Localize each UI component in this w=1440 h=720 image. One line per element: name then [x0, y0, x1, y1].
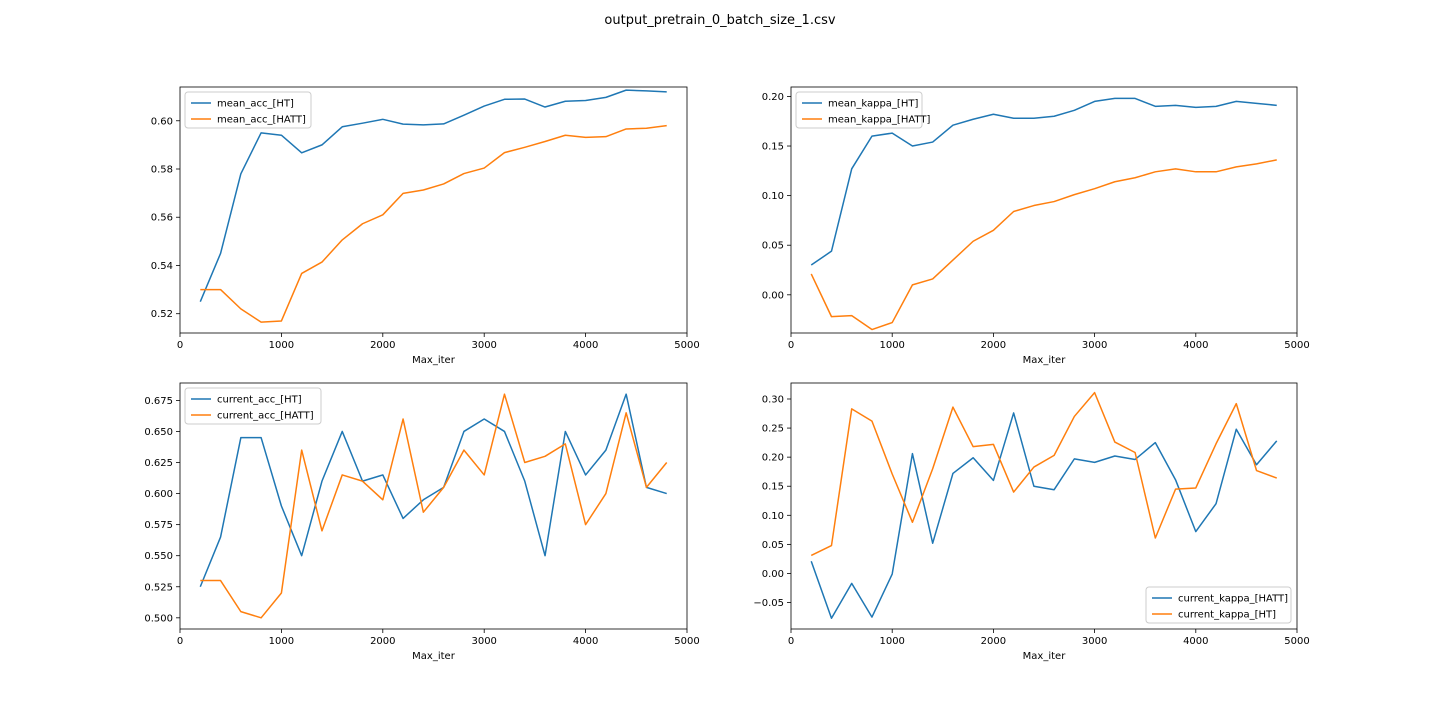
- plot-frame: [790, 382, 1298, 630]
- x-tick-label: 5000: [674, 340, 699, 351]
- series-line-2: [810, 391, 1278, 557]
- x-tick-label: 3000: [1082, 340, 1107, 351]
- legend-label: mean_acc_[HT]: [217, 99, 294, 110]
- x-tick-label: 5000: [674, 636, 699, 647]
- x-tick-label: 3000: [471, 636, 496, 647]
- x-axis-label: Max_iter: [1023, 651, 1067, 662]
- legend: mean_acc_[HT] mean_acc_[HATT]: [184, 91, 312, 129]
- x-tick-label: 1000: [269, 340, 294, 351]
- x-tick-label: 0: [177, 636, 183, 647]
- legend: current_kappa_[HATT] current_kappa_[HT]: [1145, 586, 1292, 624]
- series-line-1: [810, 97, 1277, 266]
- subplot-2: 0 1000 2000 3000 4000 5000 0.00 0.05 0.10 0.15 0.2…: [762, 86, 1310, 366]
- y-tick-label: 0.58: [151, 165, 173, 176]
- x-axis-label: Max_iter: [412, 651, 456, 662]
- series-line-1: [199, 89, 667, 302]
- x-tick-label: 0: [788, 636, 794, 647]
- y-tick-label: 0.20: [762, 92, 784, 103]
- legend-label: mean_acc_[HATT]: [217, 115, 306, 126]
- x-tick-label: 5000: [1284, 636, 1309, 647]
- plot-frame: [790, 86, 1298, 334]
- legend-label: mean_kappa_[HATT]: [828, 115, 930, 126]
- y-tick-label: 0.30: [762, 394, 784, 405]
- legend: mean_kappa_[HT] mean_kappa_[HATT]: [795, 91, 930, 129]
- y-tick-label: 0.650: [144, 427, 173, 438]
- x-tick-label: 2000: [981, 636, 1006, 647]
- series-line-2: [200, 393, 668, 619]
- subplot-4: 0 1000 2000 3000 4000 5000 −0.05 0.00 0.05 0.10 0.…: [753, 382, 1310, 662]
- y-tick-label: 0.500: [144, 613, 173, 624]
- series-line-2: [200, 124, 667, 323]
- legend-label: current_acc_[HATT]: [217, 411, 314, 422]
- series-line-1: [199, 393, 667, 588]
- y-tick-label: 0.05: [762, 241, 784, 252]
- x-tick-label: 1000: [879, 636, 904, 647]
- plot-frame: [179, 382, 688, 630]
- y-tick-label: 0.10: [762, 511, 784, 522]
- x-tick-label: 0: [177, 340, 183, 351]
- legend-label: current_kappa_[HT]: [1178, 610, 1276, 621]
- x-tick-label: 4000: [573, 636, 598, 647]
- y-tick-label: −0.05: [753, 598, 784, 609]
- y-tick-label: 0.54: [151, 261, 173, 272]
- y-tick-label: 0.05: [762, 540, 784, 551]
- x-tick-label: 5000: [1284, 340, 1309, 351]
- figure-title: output_pretrain_0_batch_size_1.csv: [604, 13, 835, 28]
- y-tick-label: 0.52: [151, 309, 173, 320]
- y-tick-label: 0.625: [144, 458, 173, 469]
- y-tick-label: 0.15: [762, 142, 784, 153]
- x-tick-label: 1000: [879, 340, 904, 351]
- legend-label: current_acc_[HT]: [217, 395, 302, 406]
- legend-box: [795, 91, 923, 129]
- legend-box: [184, 387, 322, 425]
- y-tick-label: 0.675: [144, 396, 173, 407]
- x-tick-label: 2000: [981, 340, 1006, 351]
- y-tick-label: 0.25: [762, 424, 784, 435]
- subplot-3: 0 1000 2000 3000 4000 5000 0.500 0.525 0.550 0.57…: [144, 382, 700, 662]
- y-tick-label: 0.525: [144, 582, 173, 593]
- subplot-1: 0 1000 2000 3000 4000 5000 0.52 0.54 0.56 0.58 0.6…: [151, 86, 700, 366]
- series-line-2: [810, 159, 1277, 331]
- y-tick-label: 0.56: [151, 213, 173, 224]
- x-axis-label: Max_iter: [1023, 355, 1067, 366]
- y-tick-label: 0.600: [144, 489, 173, 500]
- y-tick-label: 0.15: [762, 482, 784, 493]
- plot-frame: [179, 86, 688, 334]
- x-tick-label: 4000: [1183, 636, 1208, 647]
- subplots: 0 1000 2000 3000 4000 5000 0.52 0.54 0.56 0.58 0.6…: [144, 86, 1310, 662]
- x-tick-label: 1000: [269, 636, 294, 647]
- x-axis-label: Max_iter: [412, 355, 456, 366]
- x-tick-label: 0: [788, 340, 794, 351]
- x-tick-label: 4000: [573, 340, 598, 351]
- y-tick-label: 0.550: [144, 551, 173, 562]
- y-tick-label: 0.20: [762, 453, 784, 464]
- x-tick-label: 2000: [370, 636, 395, 647]
- series-line-1: [810, 412, 1278, 619]
- y-tick-label: 0.575: [144, 520, 173, 531]
- x-tick-label: 3000: [471, 340, 496, 351]
- y-tick-label: 0.00: [762, 569, 784, 580]
- y-tick-label: 0.00: [762, 290, 784, 301]
- x-tick-label: 2000: [370, 340, 395, 351]
- legend-label: mean_kappa_[HT]: [828, 99, 918, 110]
- legend: current_acc_[HT] current_acc_[HATT]: [184, 387, 322, 425]
- y-tick-label: 0.10: [762, 191, 784, 202]
- y-tick-label: 0.60: [151, 116, 173, 127]
- legend-box: [1145, 586, 1292, 624]
- legend-box: [184, 91, 312, 129]
- legend-label: current_kappa_[HATT]: [1178, 594, 1288, 605]
- x-tick-label: 3000: [1082, 636, 1107, 647]
- x-tick-label: 4000: [1183, 340, 1208, 351]
